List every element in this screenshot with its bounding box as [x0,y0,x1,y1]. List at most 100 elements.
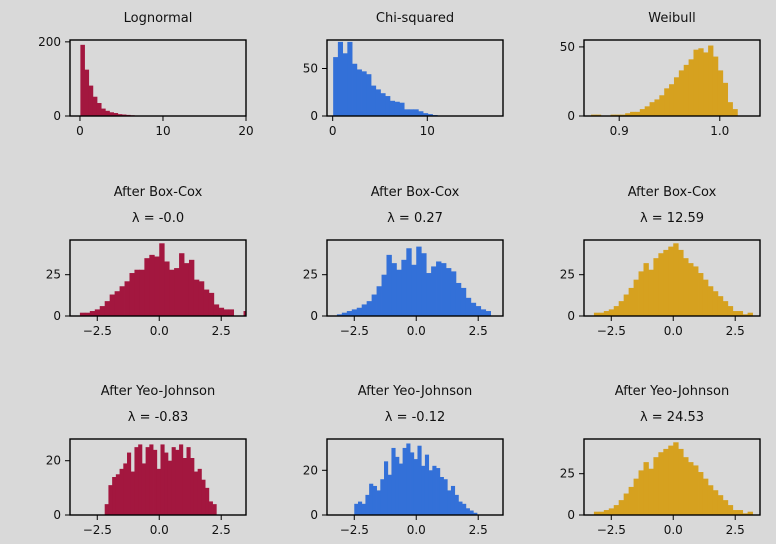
chart-title: After Box-Cox [371,185,460,200]
histogram-bar [96,103,102,116]
x-tick-label: 2.5 [726,324,745,338]
histogram-bar [371,85,377,116]
y-tick-label: 0 [310,109,318,123]
histogram-bar [608,309,615,316]
histogram-bar [598,511,605,515]
histogram-bar [369,483,374,515]
histogram-bar [643,462,649,515]
x-tick-label: 10 [420,124,435,138]
histogram-bar [129,273,135,316]
histogram-bar [727,505,734,515]
y-tick-label: 20 [46,454,61,468]
y-tick-label: 25 [46,268,61,282]
histogram-panel-7: −2.5 0.0 2.5 0 20 After Yeo-Johnson λ = -0.83 [46,384,247,537]
histogram-bar [104,504,109,515]
histogram-bar [101,108,106,116]
histogram-bar [683,258,689,316]
histogram-bar [384,461,389,515]
x-tick-label: 0.0 [407,523,426,537]
histogram-bar [84,69,90,116]
histogram-bar [243,311,246,316]
axes-frame [583,239,761,317]
y-tick-label: 25 [560,467,575,481]
histogram-bar [649,102,655,116]
histogram-bar [654,99,660,116]
histogram-bar [89,311,96,316]
histogram-bar [693,465,699,515]
histogram-bar [447,490,452,515]
histogram-bar [354,503,359,515]
histogram-bar [603,510,610,515]
histogram-bar [469,510,474,515]
axes-frame [583,438,761,516]
histogram-bar [205,487,210,515]
histogram-bar [727,306,734,316]
histogram-bar [366,74,372,116]
x-tick-label: −2.5 [597,523,626,537]
histogram-bar [228,309,235,316]
axes-frame [583,39,761,117]
bars [354,443,478,515]
x-tick-label: 1.0 [710,124,729,138]
x-tick-label: 10 [155,124,170,138]
histogram-bar [717,495,724,515]
histogram-bar [366,301,373,316]
chart-subtitle: λ = -0.83 [128,410,189,425]
histogram-bar [198,281,205,316]
histogram-bar [399,102,405,116]
histogram-bar [712,490,719,515]
histogram-bar [389,100,396,116]
histogram-bar [470,302,477,316]
histogram-bar [663,448,669,515]
x-tick-label: 2.5 [469,324,488,338]
histogram-bar [618,301,625,316]
histogram-bar [80,44,85,116]
histogram-bar [722,82,729,116]
histogram-bar [342,53,348,116]
histogram-bar [380,479,385,515]
x-tick-label: −2.5 [83,324,112,338]
histogram-bar [127,452,132,515]
axes-frame [69,438,247,516]
histogram-bar [130,471,135,515]
histogram-bar [625,113,631,116]
histogram-bar [485,311,492,316]
histogram-bar [688,462,694,515]
histogram-bar [717,296,724,316]
histogram-panel-3: 0.9 1.0 0 50 Weibull [560,11,761,138]
bars [593,442,753,515]
histogram-bar [593,511,600,515]
x-tick-label: 0.0 [150,523,169,537]
histogram-bar [698,48,704,116]
histogram-bar [88,85,94,116]
histogram-bar [184,263,190,316]
histogram-bar [450,485,456,515]
histogram-bar [418,111,424,116]
histogram-bar [732,510,739,515]
histogram-bar [361,71,367,116]
histogram-bar [737,311,744,316]
histogram-bar [727,102,733,116]
histogram-bar [408,109,414,116]
histogram-bar [644,106,650,116]
histogram-bar [212,504,217,515]
chart-subtitle: λ = -0.0 [132,211,184,226]
histogram-bar [406,248,412,316]
histogram-bar [443,479,448,515]
histogram-bar [346,311,353,316]
histogram-bar [445,268,452,316]
histogram-panel-4: −2.5 0.0 2.5 0 25 After Box-Cox λ = -0.0 [46,185,247,338]
histogram-bar [623,493,630,515]
histogram-bar [722,301,729,316]
histogram-bar [391,263,397,316]
histogram-bar [134,269,140,316]
histogram-bar [712,56,719,116]
histogram-bar [436,261,442,316]
histogram-bar [351,309,358,316]
x-tick-label: 0.0 [664,324,683,338]
axes-frame [326,239,504,317]
histogram-bar [145,447,150,515]
histogram-bar [465,508,470,515]
axes-frame [69,39,247,117]
histogram-bar [410,452,415,515]
